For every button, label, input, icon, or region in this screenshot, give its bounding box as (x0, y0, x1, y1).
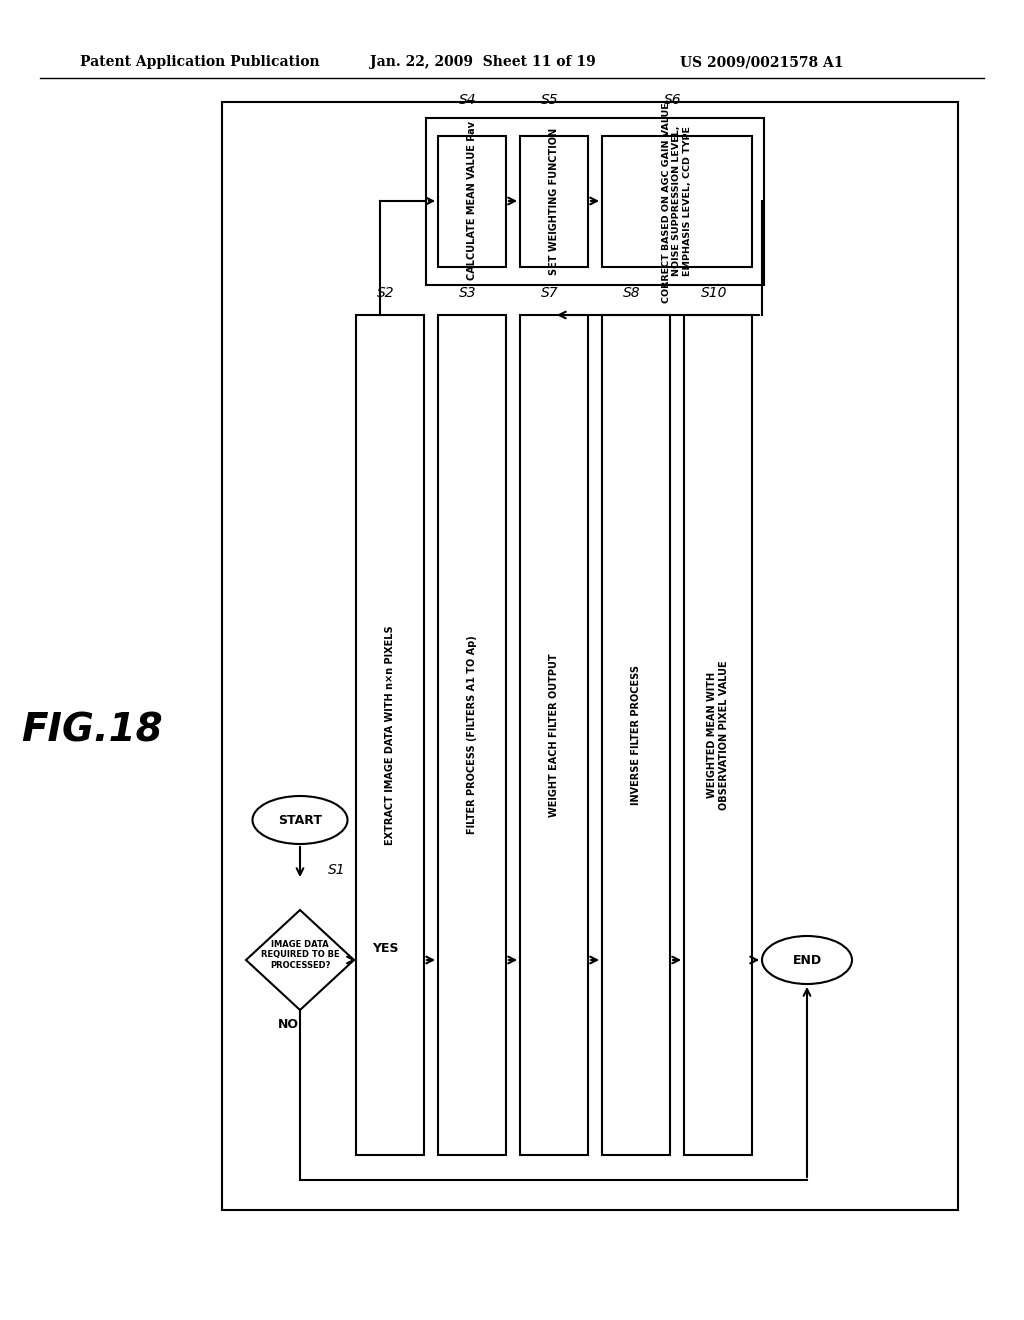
Bar (684, 315, 752, 1155)
Text: IMAGE DATA
REQUIRED TO BE
PROCESSED?: IMAGE DATA REQUIRED TO BE PROCESSED? (261, 940, 339, 970)
Text: S1: S1 (328, 863, 346, 876)
Text: CORRECT BASED ON AGC GAIN VALUE,
NOISE SUPPRESSION LEVEL,
EMPHASIS LEVEL, CCD TY: CORRECT BASED ON AGC GAIN VALUE, NOISE S… (663, 99, 692, 304)
Text: S2: S2 (377, 286, 395, 300)
Ellipse shape (253, 796, 347, 843)
Bar (222, 102, 958, 1210)
Text: EXTRACT IMAGE DATA WITH n×n PIXELS: EXTRACT IMAGE DATA WITH n×n PIXELS (385, 626, 395, 845)
Polygon shape (246, 909, 354, 1010)
Text: S8: S8 (624, 286, 641, 300)
Text: S3: S3 (459, 286, 477, 300)
Text: INVERSE FILTER PROCESS: INVERSE FILTER PROCESS (631, 665, 641, 805)
Text: YES: YES (372, 941, 398, 954)
Text: S7: S7 (542, 286, 559, 300)
Bar (426, 117, 764, 285)
Bar (520, 136, 588, 267)
Bar (602, 315, 670, 1155)
Text: S5: S5 (542, 92, 559, 107)
Bar (520, 315, 588, 1155)
Text: US 2009/0021578 A1: US 2009/0021578 A1 (680, 55, 844, 69)
Text: S4: S4 (459, 92, 477, 107)
Text: SET WEIGHTING FUNCTION: SET WEIGHTING FUNCTION (549, 128, 559, 275)
Ellipse shape (762, 936, 852, 983)
Text: Patent Application Publication: Patent Application Publication (80, 55, 319, 69)
Bar (602, 136, 752, 267)
Text: Jan. 22, 2009  Sheet 11 of 19: Jan. 22, 2009 Sheet 11 of 19 (370, 55, 596, 69)
Bar (356, 315, 424, 1155)
Text: S6: S6 (665, 92, 682, 107)
Text: END: END (793, 953, 821, 966)
Bar (438, 315, 506, 1155)
Bar (438, 136, 506, 267)
Text: CALCULATE MEAN VALUE Pav: CALCULATE MEAN VALUE Pav (467, 121, 477, 281)
Text: FIG.18: FIG.18 (22, 711, 163, 748)
Text: NO: NO (278, 1019, 299, 1031)
Text: WEIGHT EACH FILTER OUTPUT: WEIGHT EACH FILTER OUTPUT (549, 653, 559, 817)
Text: FILTER PROCESS (FILTERS A1 TO Ap): FILTER PROCESS (FILTERS A1 TO Ap) (467, 636, 477, 834)
Text: S10: S10 (700, 286, 727, 300)
Text: WEIGHTED MEAN WITH
OBSERVATION PIXEL VALUE: WEIGHTED MEAN WITH OBSERVATION PIXEL VAL… (708, 660, 729, 809)
Text: START: START (278, 813, 322, 826)
